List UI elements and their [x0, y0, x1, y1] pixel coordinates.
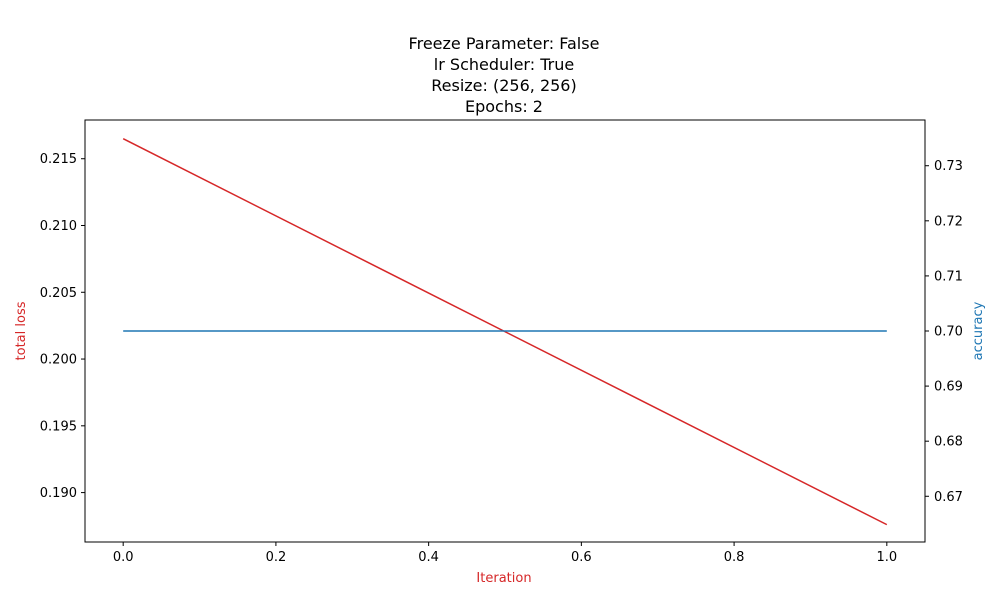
y-left-tick-label: 0.200: [40, 353, 77, 368]
x-tick-label: 0.4: [418, 550, 439, 565]
title-line-3: Resize: (256, 256): [431, 76, 576, 95]
y-right-tick-label: 0.70: [934, 325, 963, 340]
title-line-4: Epochs: 2: [465, 97, 543, 116]
y-axis-right-label: accuracy: [971, 301, 986, 360]
y-axis-right: 0.67 0.68 0.69 0.70 0.71 0.72 0.73: [925, 159, 963, 505]
x-axis-label: Iteration: [476, 571, 531, 586]
series-layer: [122, 138, 888, 526]
y-left-tick-label: 0.215: [40, 152, 77, 167]
x-tick-label: 1.0: [876, 550, 897, 565]
y-left-tick-label: 0.195: [40, 419, 77, 434]
x-tick-label: 0.2: [266, 550, 287, 565]
title-line-1: Freeze Parameter: False: [409, 34, 600, 53]
y-right-tick-label: 0.69: [934, 380, 963, 395]
y-right-tick-label: 0.71: [934, 269, 963, 284]
y-right-tick-label: 0.67: [934, 490, 963, 505]
y-axis-left: 0.190 0.195 0.200 0.205 0.210 0.215: [40, 152, 85, 501]
y-left-tick-label: 0.190: [40, 486, 77, 501]
title-line-2: lr Scheduler: True: [434, 55, 574, 74]
x-tick-label: 0.0: [113, 550, 134, 565]
x-tick-label: 0.6: [571, 550, 592, 565]
y-left-tick-label: 0.205: [40, 286, 77, 301]
x-tick-label: 0.8: [724, 550, 745, 565]
y-right-tick-label: 0.68: [934, 435, 963, 450]
y-axis-left-label: total loss: [14, 301, 29, 360]
y-right-tick-label: 0.73: [934, 159, 963, 174]
y-right-tick-label: 0.72: [934, 214, 963, 229]
y-left-tick-label: 0.210: [40, 219, 77, 234]
chart-title: Freeze Parameter: False lr Scheduler: Tr…: [409, 34, 600, 116]
x-axis: 0.0 0.2 0.4 0.6 0.8 1.0: [113, 542, 897, 565]
